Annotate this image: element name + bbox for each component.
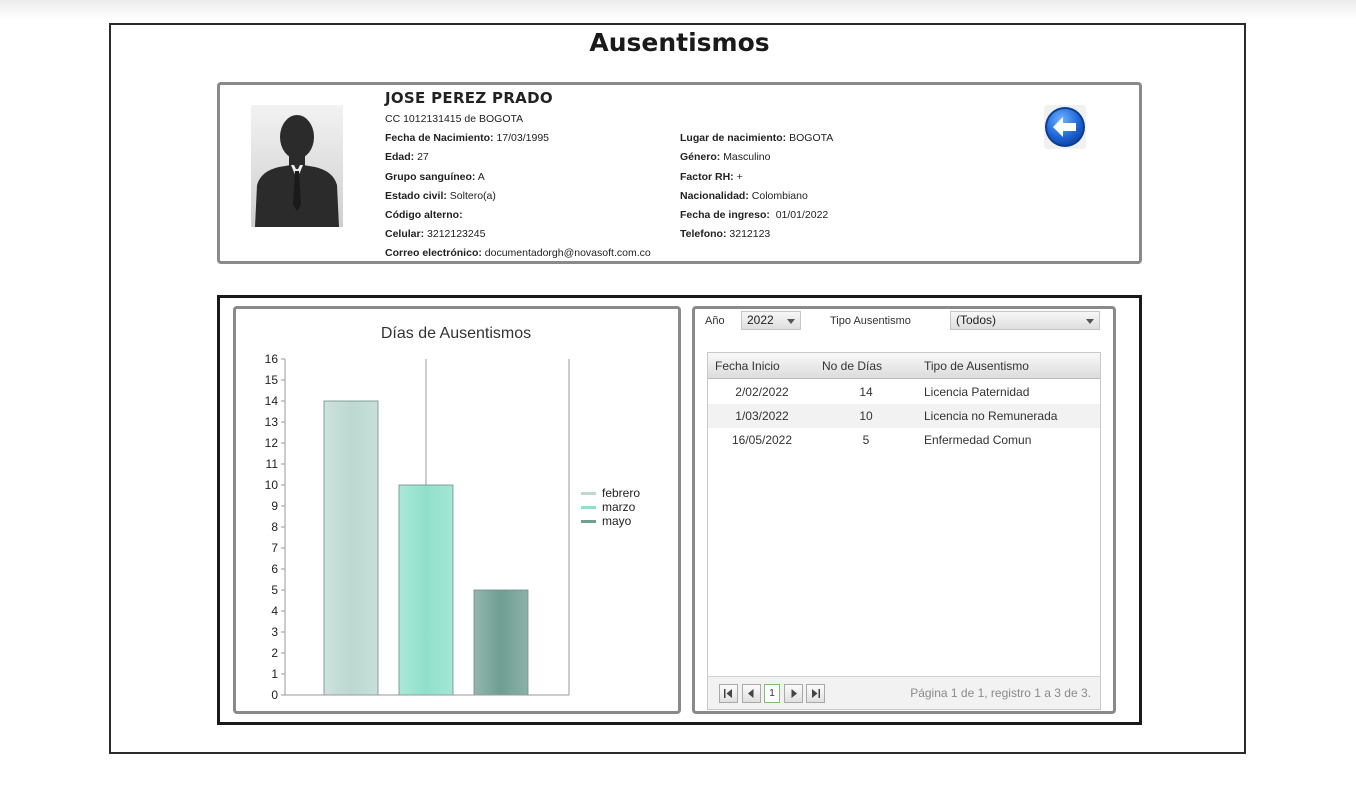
column-header-absence-type[interactable]: Tipo de Ausentismo [924,359,1029,373]
field-birth-place: Lugar de nacimiento: BOGOTA [680,132,834,144]
y-tick-label: 9 [271,499,278,513]
absence-type-select-value: (Todos) [956,313,997,327]
y-tick-label: 4 [271,604,278,618]
year-select-value: 2022 [747,313,774,327]
table-pager: 1 Página 1 de 1, registro 1 a 3 de 3. [708,676,1100,709]
legend-label-mayo: mayo [602,514,632,528]
field-gender: Género: Masculino [680,151,771,163]
next-page-icon [791,689,797,698]
y-tick-label: 15 [265,373,279,387]
chevron-down-icon [1086,319,1094,324]
last-page-icon [812,689,820,698]
previous-page-icon [748,689,754,698]
field-age: Edad: 27 [385,151,429,163]
year-label: Año [705,315,725,327]
field-hire-date: Fecha de ingreso: 01/01/2022 [680,209,829,221]
absence-type-label: Tipo Ausentismo [830,315,911,327]
last-page-button[interactable] [806,684,825,703]
person-silhouette-icon [251,105,343,227]
y-tick-label: 12 [265,436,279,450]
absences-grid-panel: Año 2022 Tipo Ausentismo (Todos) Fecha I… [692,306,1116,714]
first-page-icon [724,689,732,698]
table-row[interactable]: 2/02/2022 14 Licencia Paternidad [708,380,1100,404]
absence-type-select[interactable]: (Todos) [950,311,1100,330]
cell-start-date: 2/02/2022 [735,385,789,399]
bar-febrero [323,400,379,696]
field-alt-code: Código alterno: [385,209,463,221]
y-tick-label: 13 [265,415,279,429]
first-page-button[interactable] [719,684,738,703]
legend-swatch-marzo [581,506,596,509]
field-email: Correo electrónico: documentadorgh@novas… [385,247,651,259]
page-title: Ausentismos [589,28,770,57]
employee-card: JOSE PEREZ PRADO CC 1012131415 de BOGOTA… [217,82,1142,264]
previous-page-button[interactable] [742,684,761,703]
current-page-button[interactable]: 1 [764,684,780,703]
cell-days: 10 [859,409,873,423]
cell-days: 14 [859,385,873,399]
chart-title: Días de Ausentismos [381,325,531,342]
y-tick-label: 7 [271,541,278,555]
y-tick-label: 6 [271,562,278,576]
y-tick-label: 5 [271,583,278,597]
cell-days: 5 [862,433,870,447]
y-tick-label: 16 [265,352,279,366]
field-nationality: Nacionalidad: Colombiano [680,190,808,202]
back-button[interactable] [1044,105,1086,149]
y-tick-label: 0 [271,688,278,702]
chevron-down-icon [787,319,795,324]
table-row[interactable]: 1/03/2022 10 Licencia no Remunerada [708,404,1100,428]
legend-swatch-mayo [581,520,596,523]
y-tick-label: 3 [271,625,278,639]
back-arrow-icon [1045,107,1085,147]
legend-label-marzo: marzo [602,500,636,514]
cell-start-date: 1/03/2022 [735,409,789,423]
main-frame: Ausentismos JOSE PEREZ PRADO CC 10121314… [109,23,1246,754]
y-tick-label: 14 [265,394,279,408]
field-phone: Telefono: 3212123 [680,228,771,240]
y-tick-label: 1 [271,667,278,681]
field-mobile: Celular: 3212123245 [385,228,486,240]
absences-table: Fecha Inicio No de Días Tipo de Ausentis… [707,352,1101,710]
absences-section: Días de Ausentismos 0 1 2 3 4 5 6 7 8 9 10 11 12 13 14… [217,295,1142,725]
field-civil-status: Estado civil: Soltero(a) [385,190,496,202]
next-page-button[interactable] [784,684,803,703]
legend-label-febrero: febrero [602,486,640,500]
top-shadow [0,0,1356,20]
chart-panel: Días de Ausentismos 0 1 2 3 4 5 6 7 8 9 10 11 12 13 14… [233,306,681,714]
cell-absence-type: Licencia no Remunerada [924,409,1058,423]
table-header: Fecha Inicio No de Días Tipo de Ausentis… [708,353,1100,379]
field-blood-group: Grupo sanguíneo: A [385,171,485,183]
cell-absence-type: Enfermedad Comun [924,433,1032,447]
cell-start-date: 16/05/2022 [731,433,793,447]
y-tick-label: 2 [271,646,278,660]
field-birth-date: Fecha de Nacimiento: 17/03/1995 [385,132,550,144]
field-rh-factor: Factor RH: + [680,171,743,183]
y-tick-label: 11 [266,457,279,471]
bar-marzo [398,484,454,696]
absence-days-chart: Días de Ausentismos 01234567891011121314… [265,325,641,702]
cell-absence-type: Licencia Paternidad [924,385,1030,399]
pager-info: Página 1 de 1, registro 1 a 3 de 3. [910,686,1091,700]
column-header-days[interactable]: No de Días [822,359,883,373]
y-tick-label: 10 [265,478,279,492]
legend-swatch-febrero [581,492,596,495]
employee-name: JOSE PEREZ PRADO [385,89,553,107]
employee-id-line: CC 1012131415 de BOGOTA [385,113,524,125]
table-row[interactable]: 16/05/2022 5 Enfermedad Comun [708,428,1100,452]
bar-mayo [473,589,529,696]
y-tick-label: 8 [271,520,278,534]
year-select[interactable]: 2022 [741,311,801,330]
column-header-start-date[interactable]: Fecha Inicio [715,359,780,373]
